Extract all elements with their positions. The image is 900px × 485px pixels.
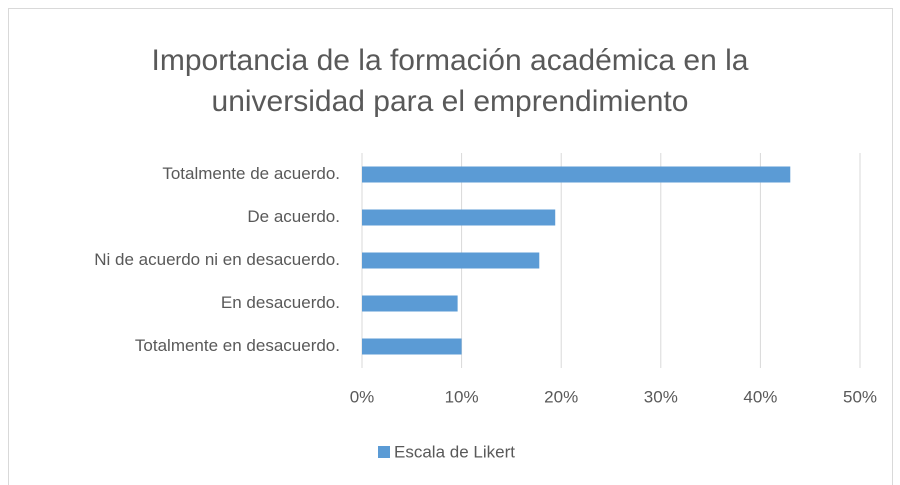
y-tick-label: Totalmente en desacuerdo.: [135, 336, 340, 355]
x-tick-label: 40%: [743, 387, 777, 406]
y-tick-label: Ni de acuerdo ni en desacuerdo.: [94, 250, 340, 269]
bar: [362, 209, 556, 226]
y-tick-label: De acuerdo.: [247, 207, 340, 226]
x-tick-label: 20%: [544, 387, 578, 406]
legend-swatch: [378, 446, 390, 458]
x-tick-label: 30%: [644, 387, 678, 406]
x-tick-label: 10%: [445, 387, 479, 406]
chart-title: universidad para el emprendimiento: [212, 85, 689, 118]
legend-label: Escala de Likert: [394, 442, 515, 461]
x-tick-label: 50%: [843, 387, 877, 406]
bar: [362, 295, 458, 312]
chart-border: [8, 8, 893, 485]
y-tick-label: En desacuerdo.: [221, 293, 340, 312]
y-tick-label: Totalmente de acuerdo.: [162, 164, 340, 183]
bar: [362, 166, 791, 183]
bar: [362, 252, 540, 269]
chart-title: Importancia de la formación académica en…: [152, 44, 749, 77]
bar: [362, 338, 462, 355]
x-tick-label: 0%: [350, 387, 375, 406]
